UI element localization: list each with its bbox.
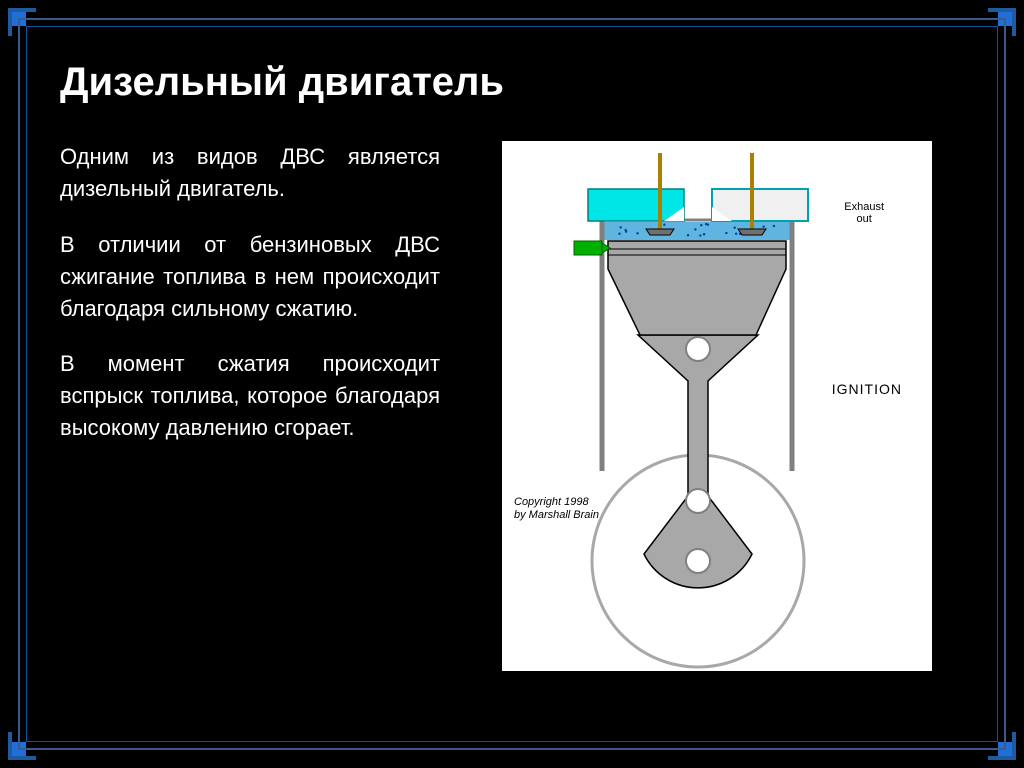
paragraph: Одним из видов ДВС является дизельный дв…	[60, 141, 440, 205]
paragraph: В момент сжатия происходит вспрыск топли…	[60, 348, 440, 444]
slide-body: Одним из видов ДВС является дизельный дв…	[60, 141, 964, 728]
copyright-label: Copyright 1998 by Marshall Brain	[514, 496, 599, 522]
copyright-line: Copyright 1998	[514, 496, 599, 509]
exhaust-label: Exhaustout	[844, 201, 884, 225]
diagram-column: Exhaustout IGNITION Copyright 1998 by Ma…	[470, 141, 964, 728]
slide-content: Дизельный двигатель Одним из видов ДВС я…	[60, 60, 964, 728]
text-column: Одним из видов ДВС является дизельный дв…	[60, 141, 440, 728]
engine-diagram: Exhaustout IGNITION Copyright 1998 by Ma…	[502, 141, 932, 671]
exhaust-label-text: Exhaustout	[844, 201, 884, 225]
ignition-label: IGNITION	[832, 381, 902, 397]
slide-title: Дизельный двигатель	[60, 60, 964, 105]
copyright-line: by Marshall Brain	[514, 509, 599, 522]
ignition-label-text: IGNITION	[832, 381, 902, 397]
paragraph: В отличии от бензиновых ДВС сжигание топ…	[60, 229, 440, 325]
